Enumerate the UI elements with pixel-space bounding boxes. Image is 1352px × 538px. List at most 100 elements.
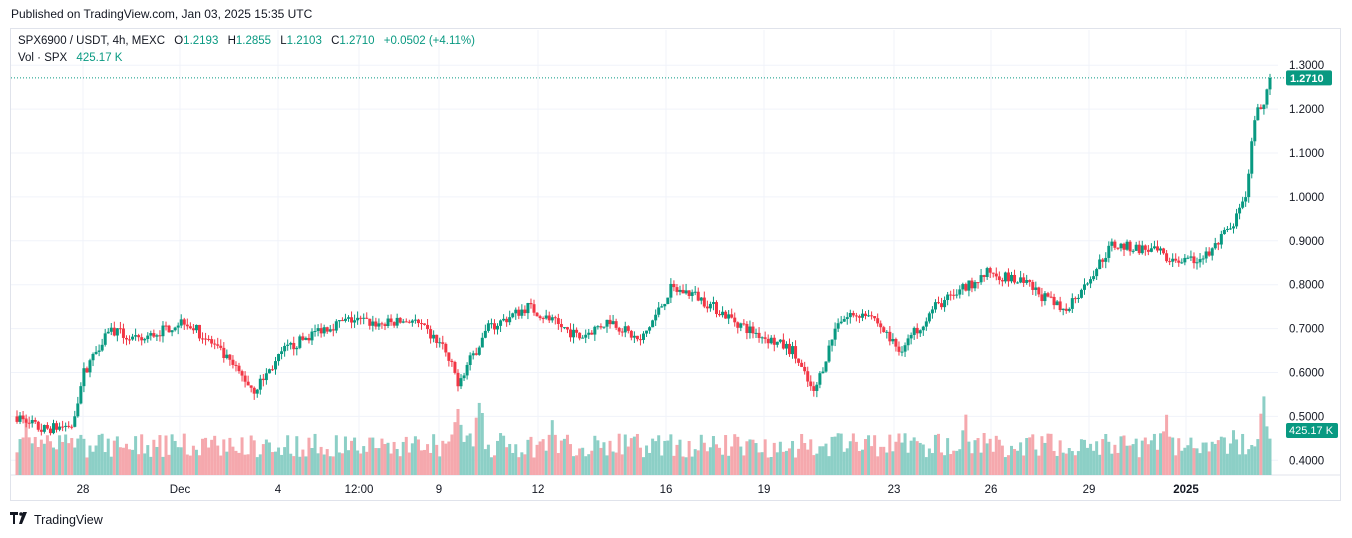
candle-body bbox=[325, 327, 329, 332]
candle-body bbox=[444, 343, 448, 353]
candle bbox=[438, 337, 442, 348]
candle bbox=[867, 309, 871, 317]
volume-bar bbox=[423, 449, 427, 475]
volume-bar bbox=[204, 437, 208, 475]
volume-bar bbox=[261, 444, 265, 475]
candle-body bbox=[383, 324, 387, 326]
candle bbox=[310, 328, 314, 345]
volume-bar bbox=[1204, 442, 1208, 475]
volume-bar bbox=[711, 436, 715, 475]
candle-body bbox=[696, 291, 700, 301]
candle bbox=[809, 375, 813, 391]
candles bbox=[15, 73, 1272, 436]
volume-bar bbox=[140, 434, 144, 475]
candle bbox=[1186, 255, 1190, 260]
candle bbox=[152, 329, 156, 338]
volume-bar bbox=[569, 444, 573, 475]
candle-body bbox=[15, 416, 19, 422]
volume-bar bbox=[575, 455, 579, 475]
candle-body bbox=[401, 321, 405, 323]
candle-body bbox=[842, 319, 846, 322]
volume-bar bbox=[21, 437, 25, 475]
candle bbox=[334, 319, 338, 334]
volume-bar bbox=[1162, 431, 1166, 475]
volume-bar bbox=[778, 441, 782, 475]
candle bbox=[684, 283, 688, 295]
last-price-label: 1.2710 bbox=[1290, 73, 1324, 85]
candle-body bbox=[1016, 282, 1020, 284]
candle-body bbox=[1192, 256, 1196, 264]
volume-bar bbox=[286, 435, 290, 475]
candle-body bbox=[699, 297, 703, 301]
candle bbox=[188, 322, 192, 330]
candle bbox=[933, 299, 937, 313]
candle bbox=[669, 278, 673, 304]
candle-body bbox=[1180, 262, 1184, 264]
footer-brand[interactable]: TradingView bbox=[10, 512, 103, 527]
symbol-label[interactable]: SPX6900 / USDT, 4h, MEXC bbox=[18, 35, 166, 47]
volume-bar bbox=[213, 435, 217, 475]
volume-bar bbox=[508, 443, 512, 475]
candle-body bbox=[867, 315, 871, 317]
volume-bar bbox=[1155, 449, 1159, 475]
candle-body bbox=[611, 321, 615, 325]
candle-body bbox=[991, 272, 995, 274]
volume-bar bbox=[562, 438, 566, 475]
candle bbox=[870, 311, 874, 320]
volume-bar bbox=[532, 457, 536, 475]
volume-bar bbox=[1061, 452, 1065, 475]
candle bbox=[514, 307, 518, 320]
volume-bar bbox=[930, 453, 934, 475]
volume-bar bbox=[1210, 441, 1214, 475]
candle-body bbox=[426, 324, 430, 330]
volume-bar bbox=[295, 436, 299, 475]
volume-label[interactable]: Vol · SPX bbox=[18, 52, 68, 64]
volume-bar bbox=[1207, 451, 1211, 475]
candle bbox=[693, 286, 697, 296]
candle bbox=[791, 341, 795, 359]
candle bbox=[550, 314, 554, 323]
volume-bar bbox=[857, 451, 861, 475]
time-tick-label: 28 bbox=[77, 484, 90, 496]
volume-bar bbox=[143, 453, 147, 475]
candle bbox=[660, 303, 664, 308]
candle bbox=[374, 317, 378, 330]
candle bbox=[1073, 296, 1077, 304]
volume-bar bbox=[848, 441, 852, 475]
candle-body bbox=[535, 312, 539, 317]
candle bbox=[1064, 303, 1068, 314]
time-axis: 28 Dec 4 12:00 9 12 16 19 23 26 29 2025 bbox=[77, 484, 1200, 496]
volume-bar bbox=[103, 452, 107, 475]
candle-body bbox=[556, 318, 560, 324]
volume-bar bbox=[39, 439, 43, 475]
candle bbox=[1149, 243, 1153, 253]
candle bbox=[91, 352, 95, 367]
volume-bar bbox=[496, 440, 500, 475]
candle bbox=[1256, 103, 1260, 121]
candle bbox=[191, 324, 195, 334]
candle bbox=[131, 333, 135, 341]
candle-body bbox=[1107, 245, 1111, 258]
candle bbox=[462, 372, 466, 381]
candle bbox=[985, 266, 989, 280]
volume-bar bbox=[1159, 433, 1163, 475]
candle bbox=[806, 366, 810, 387]
candle bbox=[97, 344, 101, 357]
candle bbox=[1222, 227, 1226, 235]
candle-body bbox=[1186, 257, 1190, 259]
volume-bar bbox=[255, 457, 259, 475]
candle-body bbox=[930, 309, 934, 314]
candle bbox=[1000, 277, 1004, 287]
candle-body bbox=[830, 339, 834, 346]
candle-body bbox=[946, 294, 950, 301]
candle bbox=[185, 318, 189, 330]
candle bbox=[286, 339, 290, 351]
volume-bar bbox=[413, 436, 417, 475]
candle bbox=[61, 420, 65, 432]
volume-bar bbox=[258, 454, 262, 475]
candle-body bbox=[188, 326, 192, 329]
candle-body bbox=[994, 273, 998, 277]
candle-body bbox=[660, 306, 664, 308]
volume-bar bbox=[61, 441, 65, 475]
